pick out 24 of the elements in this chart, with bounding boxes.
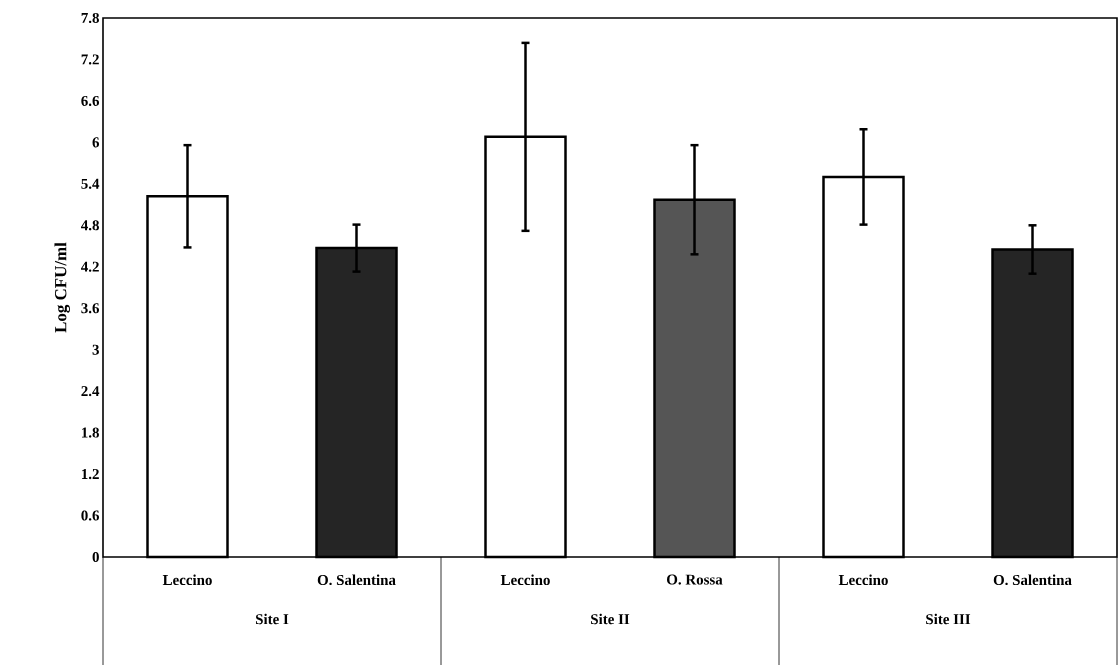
- x-tick-label: Leccino: [162, 574, 212, 586]
- text: Site II: [591, 613, 630, 625]
- y-tick-label: 1.2: [82, 469, 99, 480]
- y-tick-label: 1.8: [82, 427, 99, 438]
- y-tick-label: 5.4: [81, 178, 100, 189]
- y-tick-label: 3.6: [81, 303, 100, 314]
- y-tick-label: 0: [92, 551, 99, 563]
- y-tick-label: 7.8: [81, 12, 99, 24]
- x-tick-label: Leccino: [500, 574, 550, 586]
- y-tick-label: 4.8: [81, 220, 99, 231]
- y-tick-label: 6: [92, 137, 100, 148]
- y-tick-label: 3: [92, 344, 99, 355]
- y-axis-title: Log CFU/ml: [54, 242, 70, 333]
- y-tick-label: 4.2: [81, 261, 99, 272]
- y-tick-label: 0.6: [81, 510, 100, 521]
- x-tick-label: O. Salentina: [317, 574, 396, 586]
- y-tick-label: 7.2: [81, 54, 99, 65]
- y-tick-label: 2.4: [81, 386, 100, 397]
- text: Site I: [255, 613, 289, 625]
- x-tick-label: O. Salentina: [993, 574, 1072, 586]
- text: Site III: [926, 613, 971, 625]
- x-tick-label: O. Rossa: [667, 574, 723, 585]
- x-tick-label: Leccino: [838, 574, 888, 586]
- y-tick-label: 6.6: [81, 95, 100, 106]
